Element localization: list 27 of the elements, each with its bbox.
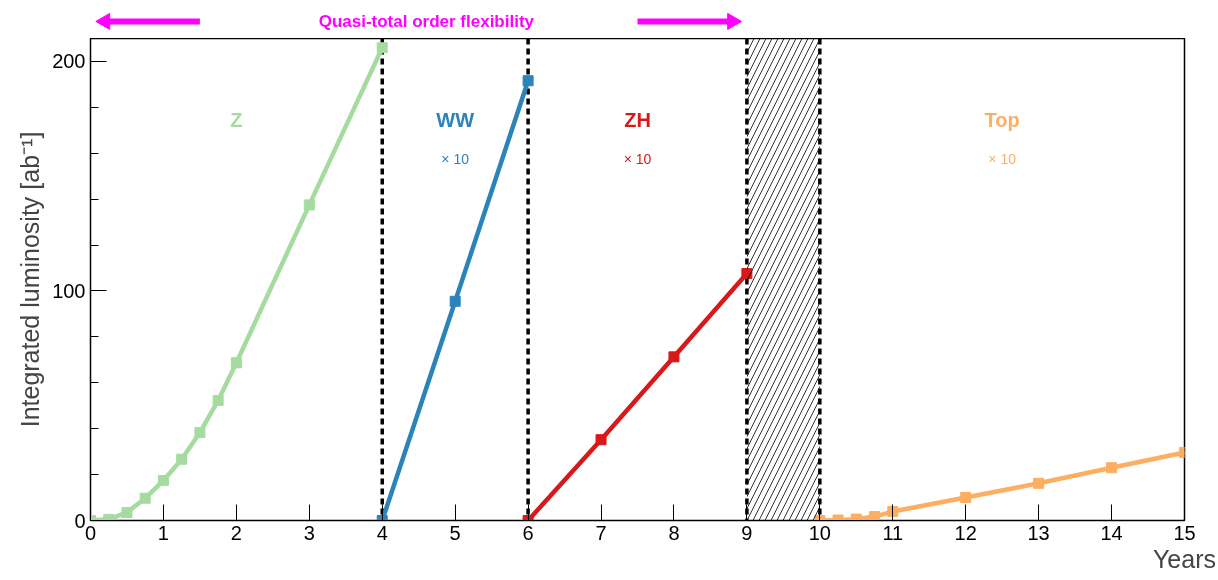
x-axis-title: Years bbox=[1152, 544, 1217, 573]
annotation: × 10 bbox=[441, 151, 470, 167]
x-tick-label: 14 bbox=[1100, 521, 1123, 544]
x-tick-label: 7 bbox=[595, 521, 607, 544]
x-tick-label: 9 bbox=[741, 521, 753, 544]
y-tick-label: 200 bbox=[52, 50, 86, 73]
x-tick-label: 3 bbox=[303, 521, 315, 544]
x-tick-label: 12 bbox=[954, 521, 977, 544]
annotation: × 10 bbox=[623, 151, 652, 167]
x-tick-label: 11 bbox=[882, 521, 904, 544]
x-tick-label: 10 bbox=[808, 521, 831, 544]
series-label: WW bbox=[436, 109, 475, 132]
x-tick-label: 5 bbox=[449, 521, 461, 544]
text: Top bbox=[984, 109, 1020, 132]
text: ZH bbox=[624, 109, 651, 132]
y-tick-label: 100 bbox=[52, 279, 86, 302]
x-tick-label: 4 bbox=[376, 521, 388, 544]
x-tick-label: 6 bbox=[522, 521, 534, 544]
x-tick-label: 15 bbox=[1173, 521, 1196, 544]
x-tick-label: 1 bbox=[157, 521, 169, 544]
y-axis-title: Integrated luminosity [ab⁻¹] bbox=[16, 131, 45, 428]
chart-title: Quasi-total order flexibility bbox=[318, 11, 535, 31]
x-tick-label: 13 bbox=[1027, 521, 1050, 544]
text: Z bbox=[230, 109, 243, 132]
annotation: × 10 bbox=[988, 151, 1017, 167]
x-tick-label: 2 bbox=[230, 521, 242, 544]
x-tick-label: 8 bbox=[668, 521, 680, 544]
